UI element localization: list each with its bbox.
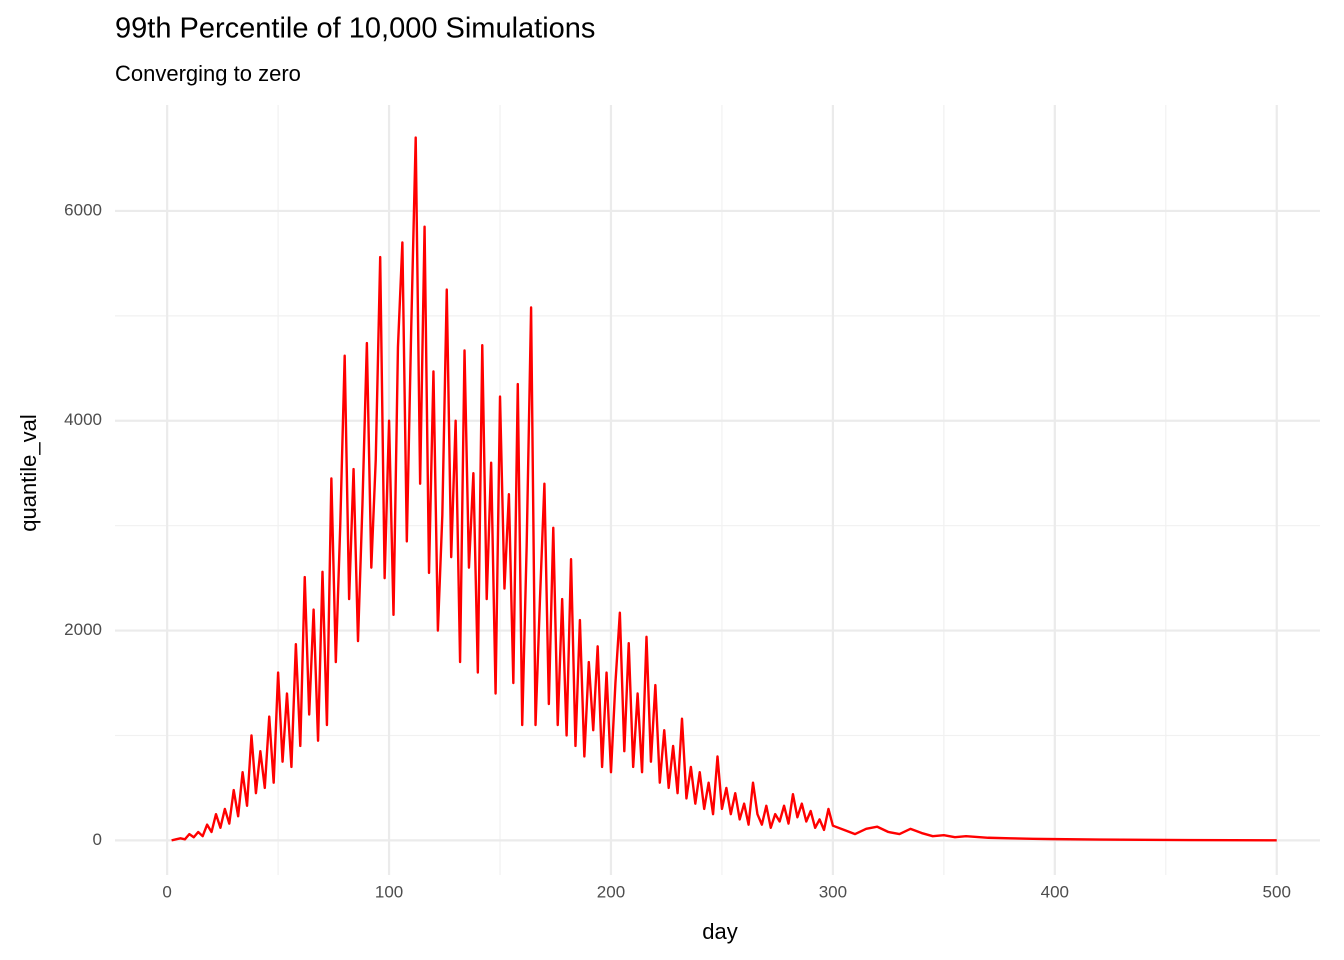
x-tick-label: 500 <box>1263 882 1291 901</box>
y-tick-label: 4000 <box>64 410 102 429</box>
y-tick-label: 2000 <box>64 620 102 639</box>
chart-subtitle: Converging to zero <box>115 61 301 86</box>
data-line <box>171 136 1277 842</box>
y-tick-label: 0 <box>93 830 102 849</box>
x-tick-label: 0 <box>162 882 171 901</box>
x-tick-label: 200 <box>597 882 625 901</box>
x-axis-label: day <box>702 919 737 944</box>
chart-title: 99th Percentile of 10,000 Simulations <box>115 13 595 45</box>
y-axis-label: quantile_val <box>16 414 41 531</box>
x-tick-label: 100 <box>375 882 403 901</box>
x-tick-label: 300 <box>819 882 847 901</box>
y-tick-label: 6000 <box>64 200 102 219</box>
x-tick-label: 400 <box>1041 882 1069 901</box>
